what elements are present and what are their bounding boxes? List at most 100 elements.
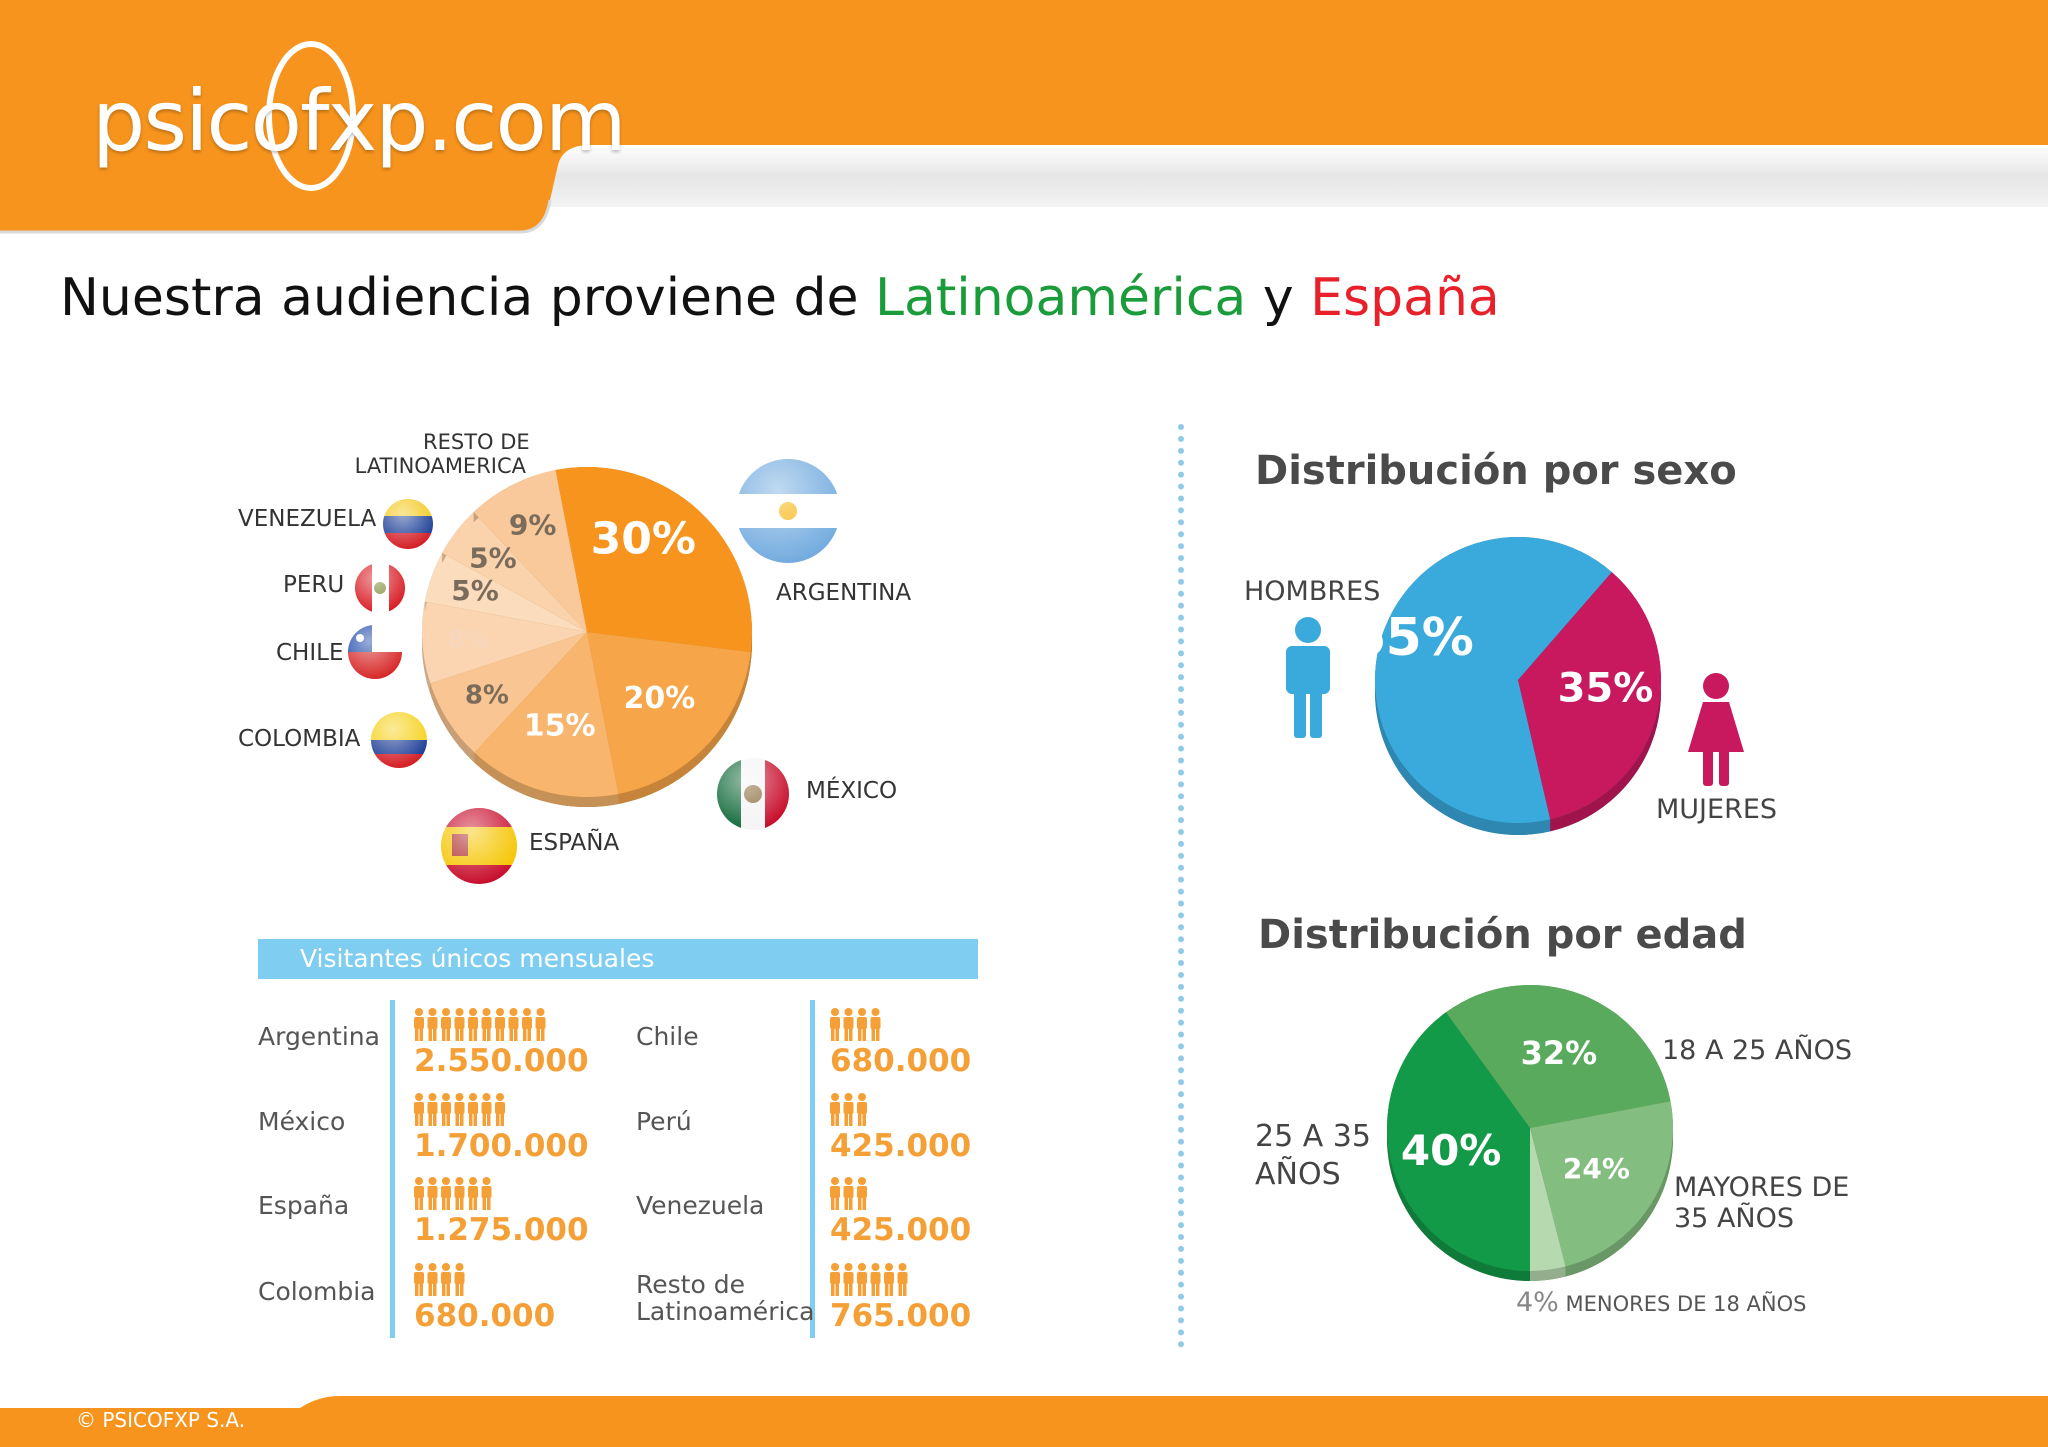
country-pie-label-5: 5% xyxy=(451,574,499,607)
sex-pie-rim-1 xyxy=(1550,572,1661,832)
person-icon xyxy=(843,1177,854,1210)
label-age-25-35: 25 A 35 AÑOS xyxy=(1255,1118,1371,1194)
age-pie-label-1: 24% xyxy=(1563,1152,1630,1185)
title-espana: España xyxy=(1310,268,1500,328)
visitors-people-1 xyxy=(414,1093,505,1126)
person-icon xyxy=(870,1263,881,1296)
age-chart-title: Distribución por edad xyxy=(1258,912,1747,958)
age-pie-slice-3 xyxy=(1386,1012,1530,1271)
age-pie-rim-2 xyxy=(1530,1266,1566,1281)
country-pie-rim-1 xyxy=(618,652,751,804)
peru-flag-icon xyxy=(355,563,405,613)
person-icon xyxy=(427,1177,438,1210)
visitors-people-6 xyxy=(830,1177,867,1210)
person-icon xyxy=(468,1008,478,1041)
person-icon xyxy=(427,1093,438,1126)
label-age-35-line1: MAYORES DE xyxy=(1674,1172,1850,1203)
visitors-value-3: 680.000 xyxy=(414,1298,556,1334)
country-pie-label-3: 8% xyxy=(465,681,509,711)
visitors-value-4: 680.000 xyxy=(830,1043,972,1079)
title-prefix: Nuestra audiencia proviene de xyxy=(60,268,876,328)
person-icon xyxy=(897,1263,908,1296)
table-divider-left xyxy=(390,1000,395,1338)
label-age-35-line2: 35 AÑOS xyxy=(1674,1203,1794,1234)
country-pie-label-4: 8% xyxy=(448,625,489,653)
label-hombres: HOMBRES xyxy=(1244,576,1381,607)
age-pie-slice-1 xyxy=(1530,1101,1673,1267)
person-icon xyxy=(454,1177,465,1210)
title-latinoamerica: Latinoamérica xyxy=(875,268,1247,328)
person-icon xyxy=(427,1008,438,1041)
visitors-country-5: Perú xyxy=(636,1107,692,1136)
visitors-people-7 xyxy=(830,1263,908,1296)
visitors-people-4 xyxy=(830,1008,881,1041)
person-icon xyxy=(454,1008,465,1041)
visitors-value-5: 425.000 xyxy=(830,1128,972,1164)
label-mujeres: MUJERES xyxy=(1656,794,1778,825)
age-pie-rim-1 xyxy=(1565,1101,1673,1277)
person-icon xyxy=(830,1093,840,1126)
person-icon xyxy=(830,1008,840,1041)
logo-orbit-icon xyxy=(266,41,356,191)
visitors-value-7: 765.000 xyxy=(830,1298,972,1334)
person-icon xyxy=(870,1008,881,1041)
age-pie-label-0: 32% xyxy=(1521,1034,1598,1072)
visitors-country-7: Resto de Latinoamérica xyxy=(636,1270,815,1326)
visitors-country-4: Chile xyxy=(636,1022,699,1051)
person-icon xyxy=(414,1263,424,1296)
country-pie-slice-1 xyxy=(587,632,751,794)
country-pie-rim-4 xyxy=(422,601,431,694)
visitors-people-2 xyxy=(414,1177,492,1210)
label-colombia: COLOMBIA xyxy=(238,726,361,752)
label-resto: RESTO DE LATINOAMERICA xyxy=(355,430,530,478)
country-pie-rim-2 xyxy=(474,752,619,807)
sex-pie-label-0: 65% xyxy=(1349,608,1473,668)
visitors-people-5 xyxy=(830,1093,867,1126)
label-peru: PERU xyxy=(283,572,345,598)
country-pie-slice-4 xyxy=(422,601,587,684)
person-icon xyxy=(857,1093,867,1126)
visitors-people-0 xyxy=(414,1008,546,1041)
country-pie-slice-3 xyxy=(430,632,587,753)
country-pie-label-1: 20% xyxy=(623,681,695,716)
person-icon xyxy=(495,1008,505,1041)
label-chile: CHILE xyxy=(276,640,344,666)
country-pie-slice-5 xyxy=(424,553,587,632)
person-icon xyxy=(441,1263,451,1296)
section-divider xyxy=(1178,424,1184,1348)
label-argentina: ARGENTINA xyxy=(776,580,912,606)
label-espana: ESPAÑA xyxy=(529,830,620,856)
logo[interactable]: psicofxp.com xyxy=(92,72,627,170)
person-icon xyxy=(843,1008,854,1041)
person-icon xyxy=(830,1177,840,1210)
person-icon xyxy=(481,1177,492,1210)
sex-chart-title: Distribución por sexo xyxy=(1255,448,1737,494)
country-pie-label-2: 15% xyxy=(524,709,596,744)
page-title: Nuestra audiencia proviene de Latinoamér… xyxy=(60,268,1500,328)
title-mid: y xyxy=(1246,268,1311,328)
visitors-people-3 xyxy=(414,1263,465,1296)
visitors-country-3: Colombia xyxy=(258,1277,376,1306)
person-icon xyxy=(468,1093,478,1126)
person-icon xyxy=(495,1093,505,1126)
label-age-18-25: 18 A 25 AÑOS xyxy=(1662,1035,1852,1066)
visitors-value-0: 2.550.000 xyxy=(414,1043,589,1079)
visitors-country-2: España xyxy=(258,1191,350,1220)
person-icon xyxy=(857,1263,867,1296)
visitors-table-header: Visitantes únicos mensuales xyxy=(258,939,978,979)
label-resto-line1: RESTO DE xyxy=(423,430,530,454)
person-icon xyxy=(508,1008,519,1041)
person-icon xyxy=(843,1263,854,1296)
person-icon xyxy=(535,1008,546,1041)
age-pie-slice-0 xyxy=(1445,985,1671,1128)
label-age-lt18: 4% MENORES DE 18 AÑOS xyxy=(1516,1287,1806,1318)
label-age-25-35-line1: 25 A 35 xyxy=(1255,1119,1371,1154)
visitors-value-2: 1.275.000 xyxy=(414,1212,589,1248)
country-pie-slice-6 xyxy=(442,512,587,632)
person-icon xyxy=(857,1177,867,1210)
label-mexico: MÉXICO xyxy=(806,778,898,804)
country-pie-label-7: 9% xyxy=(509,508,557,541)
